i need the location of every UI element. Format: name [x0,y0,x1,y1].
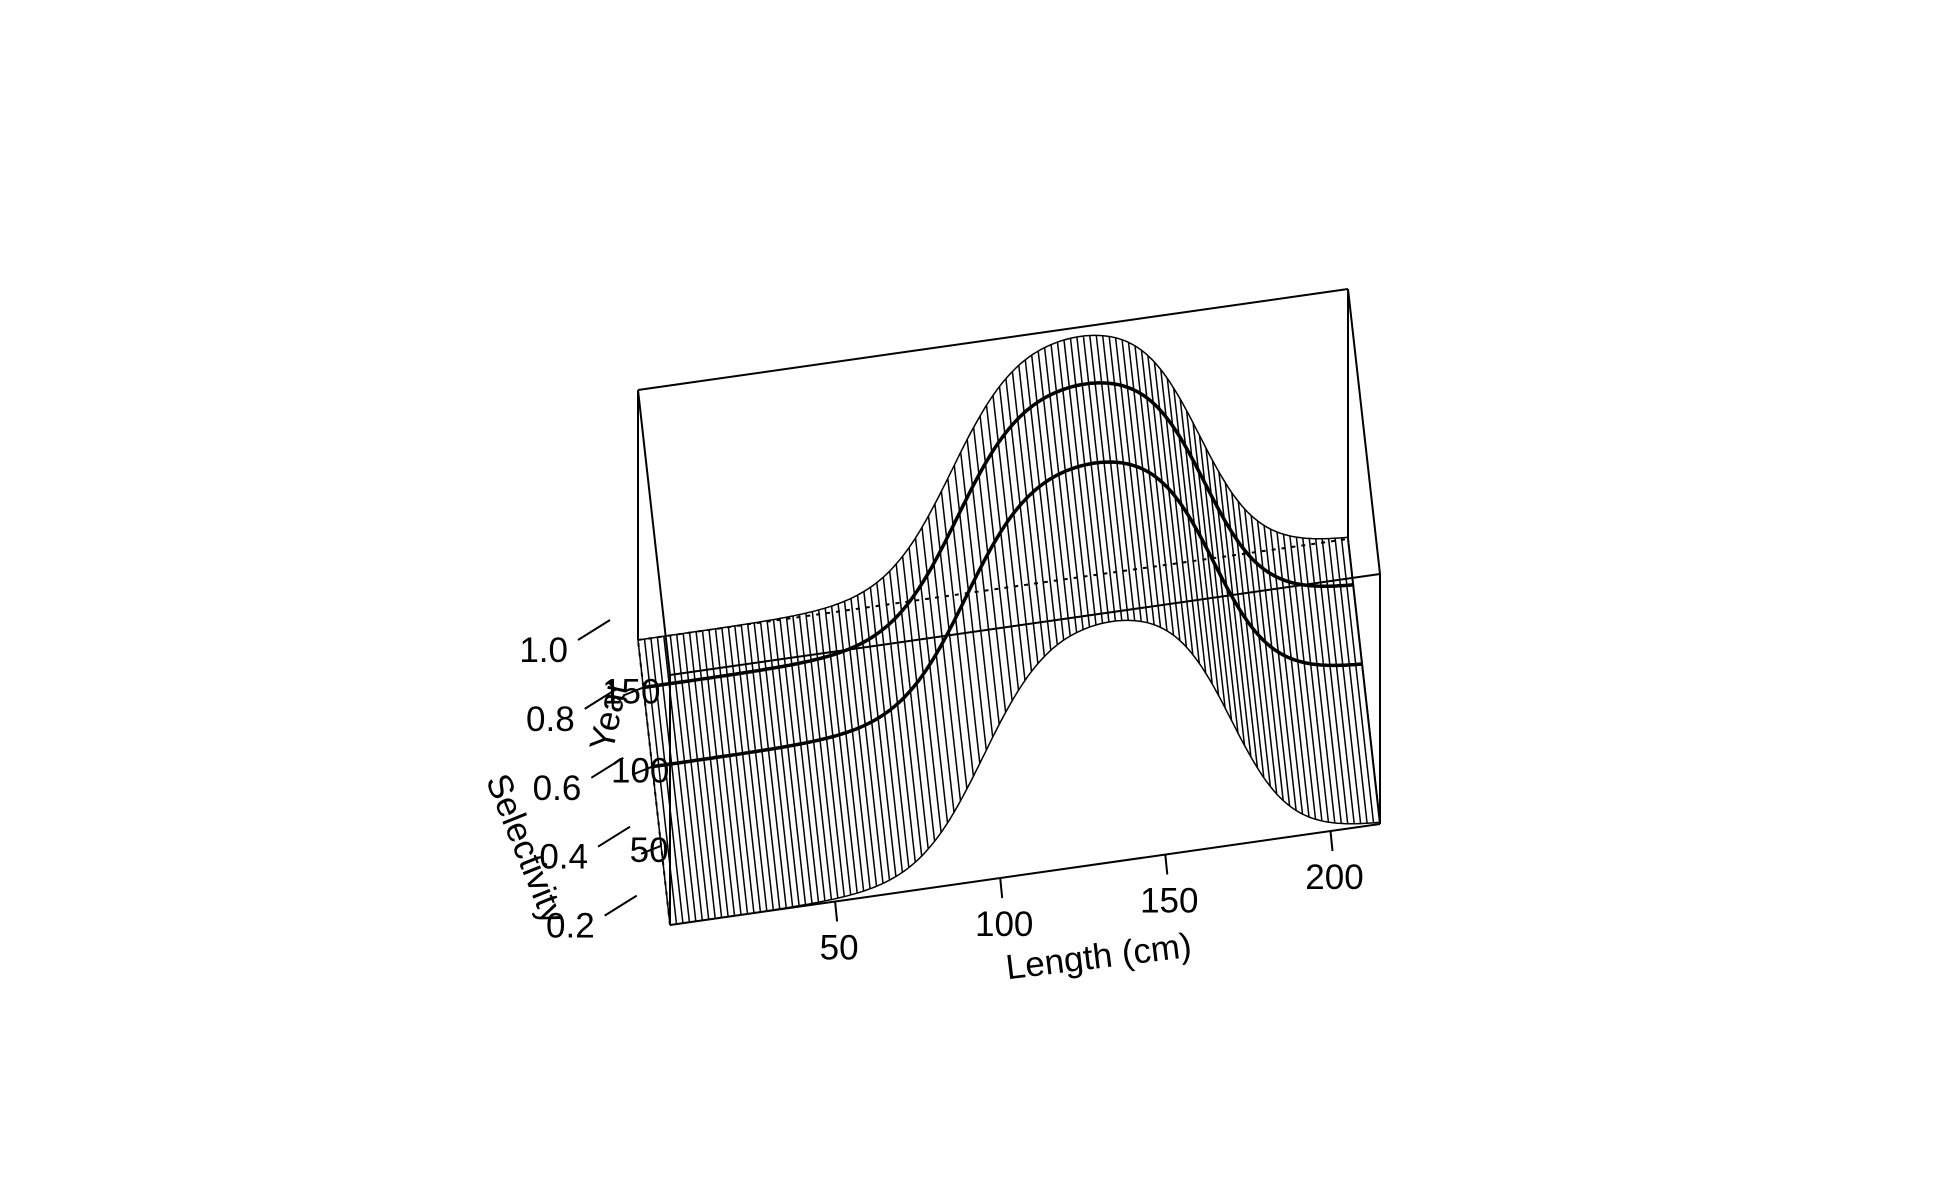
y-tick-mark [640,844,662,855]
x-tick-label: 150 [1140,882,1198,921]
mesh-line-length [1024,359,1059,645]
box-edge [637,389,671,676]
x-tick-mark [1329,830,1334,852]
y-tick-mark [622,686,644,697]
surface-back-profile [637,334,1349,641]
z-tick-label: 0.6 [533,769,582,808]
x-tick-label: 50 [820,929,859,968]
mesh-line-length [1089,335,1123,621]
box-edge [669,573,1381,676]
mesh-line-length [1269,529,1304,815]
y-tick-label: 100 [611,752,669,791]
z-tick-label: 0.8 [526,700,575,739]
mesh-line-length [1108,336,1142,622]
mesh-line-length [1082,336,1117,622]
box-edge [1347,538,1381,825]
z-tick-label: 0.2 [546,907,595,946]
mesh-line-length [1334,538,1368,824]
mesh-line-length [1095,335,1130,621]
z-tick-mark [604,894,638,917]
mesh-line-length [876,582,910,868]
box-front-edges [637,288,1381,926]
surface-mesh [637,334,1381,926]
box-edge [669,823,1381,926]
z-tick-label: 1.0 [519,631,568,670]
selectivity-axis: 0.2 0.4 0.6 0.8 1.0 [519,619,638,946]
surface-year-profile [651,460,1363,769]
mesh-line-length [869,587,904,873]
mesh-line-length [1101,335,1136,621]
z-tick-mark [597,825,631,848]
z-tick-mark [577,619,611,641]
box-edge [1347,288,1381,575]
x-tick-mark [1164,854,1169,875]
mesh-line-length [1282,534,1317,820]
mesh-line-length [1069,338,1104,624]
y-axis-title: Year [582,677,635,755]
z-tick-label: 0.4 [539,838,588,877]
x-tick-mark [834,901,839,922]
x-tick-label: 200 [1305,858,1363,897]
box-edge [637,288,1349,391]
length-axis: 50 100 150 200 [820,830,1364,968]
surface-year-profile [643,381,1354,690]
y-tick-label: 50 [630,831,669,870]
mesh-line-length [1127,342,1162,628]
mesh-line-length [863,591,897,877]
y-tick-mark [631,765,653,776]
z-tick-mark [590,756,624,779]
mesh-line-length [1192,422,1226,708]
x-tick-label: 100 [975,905,1033,944]
mesh-line-length [1121,339,1155,625]
mesh-line-length [1295,537,1330,823]
x-tick-mark [999,877,1004,899]
z-tick-mark [584,688,618,710]
mesh-line-length [1340,537,1375,823]
mesh-line-length [1114,337,1149,623]
mesh-line-length [1076,336,1110,623]
mesh-line-length [1276,531,1310,818]
mesh-line-length [1289,535,1323,821]
